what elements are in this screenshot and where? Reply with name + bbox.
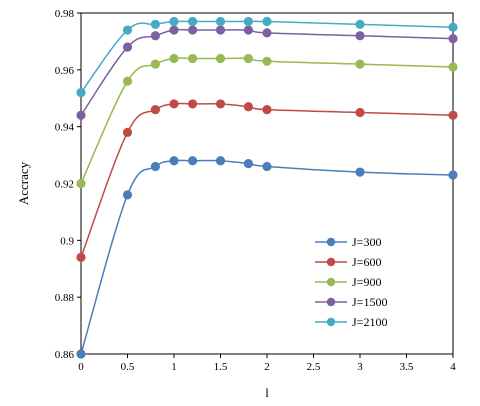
data-point — [215, 156, 226, 166]
data-point — [448, 22, 458, 32]
y-tick-label: 0.88 — [55, 292, 75, 304]
series-j-1500 — [76, 25, 458, 120]
legend-item: J=1500 — [315, 295, 387, 309]
data-point — [122, 25, 133, 35]
data-point — [243, 53, 253, 64]
data-point — [355, 59, 365, 69]
data-point — [448, 170, 458, 180]
y-tick-label: 0.96 — [55, 65, 75, 77]
axes: 0 0.5 1 1.5 2 2.5 3 3.5 4 0.86 0.88 0.9 0.92 0.94 0.96… — [55, 8, 457, 373]
data-point — [188, 99, 198, 109]
y-tick-label: 0.92 — [55, 179, 74, 191]
legend: J=300 J=600 J=900 J=1500 J=2100 — [315, 235, 387, 329]
data-point — [215, 53, 226, 64]
x-tick-label: 3.5 — [400, 361, 414, 373]
data-point — [355, 19, 365, 29]
data-point — [188, 25, 198, 35]
x-tick-label: 1.5 — [214, 361, 228, 373]
data-point — [150, 31, 160, 41]
data-point — [355, 167, 365, 177]
data-point — [122, 42, 133, 52]
legend-swatch-marker — [326, 257, 336, 267]
x-axis-title: l — [265, 385, 269, 400]
series-j-600 — [76, 99, 458, 262]
data-point — [122, 127, 133, 137]
data-point — [76, 178, 86, 189]
data-point — [243, 16, 253, 27]
data-point — [262, 16, 272, 27]
x-tick-label: 4 — [450, 361, 456, 373]
series-line — [80, 57, 454, 184]
data-point — [215, 99, 226, 109]
legend-label: J=1500 — [352, 295, 387, 309]
x-tick-label: 3 — [357, 361, 363, 373]
data-point — [188, 53, 198, 64]
data-point — [169, 53, 179, 64]
data-point — [76, 87, 86, 98]
data-point — [188, 156, 198, 166]
legend-swatch-marker — [326, 237, 336, 247]
data-point — [150, 59, 160, 69]
data-point — [262, 161, 272, 172]
data-point — [262, 56, 272, 66]
x-tick-label: 1 — [171, 361, 177, 373]
legend-label: J=600 — [352, 255, 381, 269]
y-tick-label: 0.86 — [55, 349, 75, 361]
data-point — [169, 99, 179, 109]
series-line — [80, 102, 454, 258]
y-axis-title: Accracy — [16, 161, 31, 205]
legend-item: J=600 — [315, 255, 381, 269]
data-point — [150, 161, 160, 172]
data-point — [262, 28, 272, 38]
data-point — [188, 16, 198, 27]
data-point — [243, 25, 253, 35]
data-point — [243, 159, 253, 169]
data-point — [76, 252, 86, 262]
legend-swatch-marker — [326, 297, 336, 307]
series-line — [80, 159, 454, 355]
data-point — [150, 19, 160, 29]
data-point — [448, 110, 458, 120]
series-layer — [76, 16, 458, 359]
data-point — [355, 107, 365, 118]
y-tick-label: 0.9 — [60, 235, 74, 247]
data-point — [122, 76, 133, 86]
data-point — [262, 105, 272, 115]
data-point — [448, 62, 458, 72]
data-point — [76, 110, 86, 120]
data-point — [215, 25, 226, 35]
x-tick-label: 2 — [264, 361, 270, 373]
data-point — [76, 349, 86, 359]
data-point — [355, 31, 365, 41]
series-line — [80, 20, 454, 94]
legend-swatch-marker — [326, 317, 336, 327]
x-tick-label: 0 — [78, 361, 84, 373]
data-point — [122, 190, 133, 200]
data-point — [243, 102, 253, 112]
data-point — [215, 16, 226, 27]
legend-item: J=300 — [315, 235, 381, 249]
series-j-2100 — [76, 16, 458, 98]
legend-item: J=900 — [315, 275, 381, 289]
y-tick-label: 0.94 — [55, 122, 75, 134]
y-tick-label: 0.98 — [55, 8, 75, 20]
legend-label: J=300 — [352, 235, 381, 249]
legend-label: J=2100 — [352, 315, 387, 329]
data-point — [150, 105, 160, 115]
data-point — [169, 156, 179, 166]
data-point — [169, 16, 179, 27]
legend-item: J=2100 — [315, 315, 387, 329]
x-tick-label: 0.5 — [121, 361, 135, 373]
legend-swatch-marker — [326, 277, 336, 287]
data-point — [448, 33, 458, 44]
data-point — [169, 25, 179, 35]
series-line — [80, 28, 454, 116]
x-tick-label: 2.5 — [307, 361, 321, 373]
series-j-900 — [76, 53, 458, 189]
legend-label: J=900 — [352, 275, 381, 289]
series-j-300 — [76, 156, 458, 359]
